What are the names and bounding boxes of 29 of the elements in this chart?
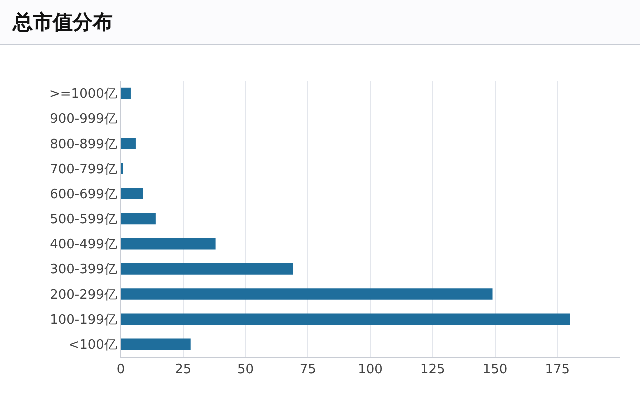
y-tick-label: 300-399亿 [50, 262, 118, 278]
x-tick-label: 25 [175, 362, 192, 378]
y-tick-label: 400-499亿 [50, 238, 118, 253]
x-tick-label: 150 [482, 362, 508, 378]
bar [121, 264, 294, 275]
bar [121, 88, 131, 100]
x-tick-label: 0 [116, 362, 126, 378]
bar [121, 238, 216, 250]
x-tick-label: 50 [237, 362, 254, 378]
x-tick-label: 125 [420, 362, 446, 378]
bar [121, 138, 136, 150]
y-tick-label: 700-799亿 [50, 162, 118, 178]
bar [121, 188, 144, 200]
y-tick-label: 200-299亿 [50, 288, 118, 303]
x-tick-label: 75 [300, 362, 316, 378]
bar [121, 314, 570, 326]
y-tick-label: 600-699亿 [50, 187, 118, 202]
y-tick-label: 800-899亿 [50, 137, 118, 152]
y-tick-label: 900-999亿 [50, 112, 118, 128]
chart-title: 总市值分布 [0, 0, 640, 45]
bar [121, 213, 156, 225]
y-tick-label: >=1000亿 [50, 87, 118, 102]
y-tick-label: 500-599亿 [50, 212, 118, 228]
x-tick-label: 100 [358, 362, 383, 378]
x-tick-label: 175 [545, 362, 570, 378]
bar [121, 288, 493, 300]
y-tick-label: 100-199亿 [50, 312, 118, 328]
bar [121, 338, 191, 350]
y-tick-label: <100亿 [68, 338, 118, 353]
